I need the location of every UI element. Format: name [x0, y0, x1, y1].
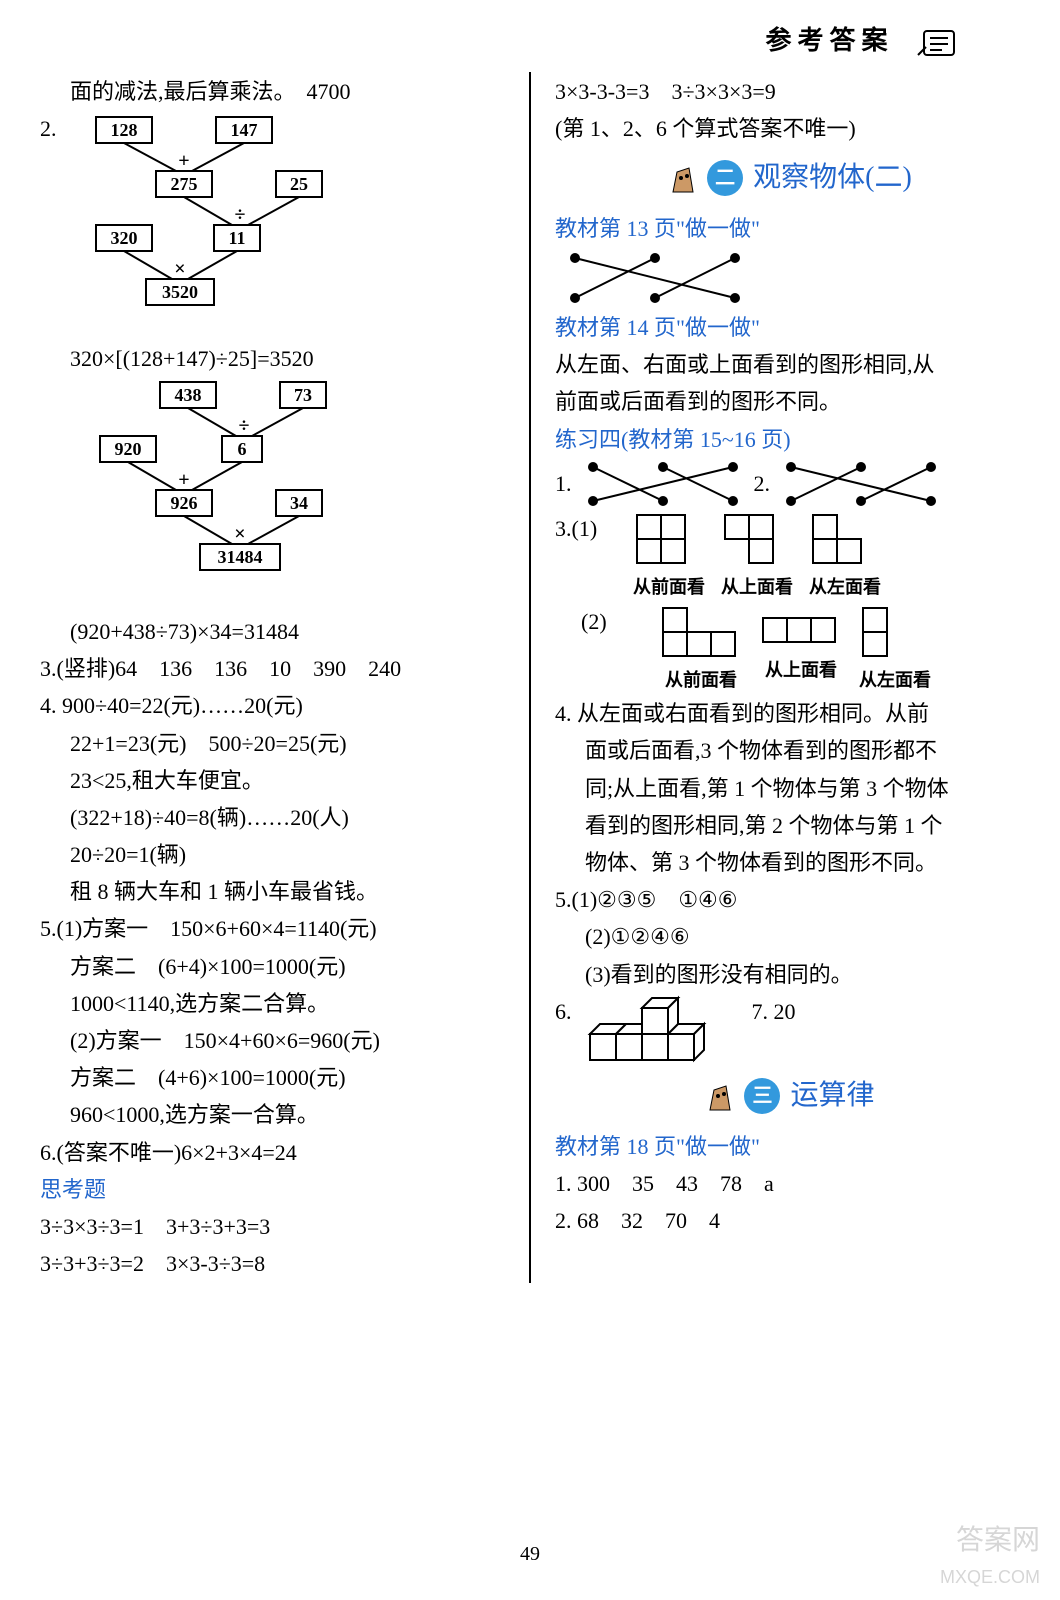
column-divider — [529, 72, 531, 1284]
shape-front-1: 从前面看 — [633, 511, 705, 602]
equation: 320×[(128+147)÷25]=3520 — [40, 341, 505, 376]
text-line: 3×3-3-3=3 3÷3×3×3=9 — [555, 74, 1020, 109]
section-number-badge: 二 — [707, 160, 743, 196]
q4-line: 22+1=23(元) 500÷20=25(元) — [40, 726, 505, 761]
svg-text:438: 438 — [175, 385, 202, 405]
q5-line: 方案二 (6+4)×100=1000(元) — [40, 949, 505, 984]
text-line: 1. 300 35 43 78 a — [555, 1166, 1020, 1201]
watermark: 答案网 MXQE.COM — [940, 1518, 1040, 1592]
text-line: (第 1、2、6 个算式答案不唯一) — [555, 111, 1020, 146]
q5-line: 960<1000,选方案一合算。 — [40, 1097, 505, 1132]
svg-text:147: 147 — [231, 120, 258, 140]
svg-text:73: 73 — [294, 385, 312, 405]
q4-line: 看到的图形相同,第 2 个物体与第 1 个 — [555, 808, 1020, 843]
mascot-icon — [663, 158, 703, 198]
section-name: 运算律 — [790, 1074, 874, 1119]
q1-label: 1. — [555, 466, 572, 501]
svg-text:128: 128 — [111, 120, 138, 140]
q5-line: (2)方案一 150×4+60×6=960(元) — [40, 1023, 505, 1058]
svg-text:920: 920 — [115, 439, 142, 459]
q5-line: (3)看到的图形没有相同的。 — [555, 957, 1020, 992]
shape-front-2: 从前面看 — [659, 604, 743, 695]
section-name: 观察物体(二) — [753, 156, 912, 201]
page-ref: 教材第 18 页"做一做" — [555, 1129, 1020, 1164]
svg-text:×: × — [234, 523, 245, 545]
q4-line: 4. 900÷40=22(元)……20(元) — [40, 688, 505, 723]
svg-text:+: + — [178, 469, 189, 491]
q7: 7. 20 — [752, 994, 796, 1029]
svg-text:÷: ÷ — [235, 204, 246, 226]
q4-line: 面或后面看,3 个物体看到的图形都不 — [555, 733, 1020, 768]
text-line: 2. 68 32 70 4 — [555, 1203, 1020, 1238]
svg-text:34: 34 — [290, 493, 308, 513]
shape-top-2: 从上面看 — [759, 604, 843, 685]
q3-label: 3.(1) — [555, 511, 625, 546]
page-ref: 教材第 14 页"做一做" — [555, 310, 1020, 345]
svg-text:25: 25 — [290, 174, 308, 194]
svg-text:31484: 31484 — [218, 547, 263, 567]
shape-left-1: 从左面看 — [809, 511, 881, 602]
q4-line: 23<25,租大车便宜。 — [40, 763, 505, 798]
q5-line: 1000<1140,选方案二合算。 — [40, 986, 505, 1021]
q2-label: 2. — [754, 466, 771, 501]
left-column: 面的减法,最后算乘法。 4700 2. 128 147 + 275 25 — [40, 72, 505, 1284]
section-3-title: 三 运算律 — [555, 1074, 1020, 1119]
q6-label: 6. — [555, 994, 572, 1029]
exercise-ref: 练习四(教材第 15~16 页) — [555, 422, 1020, 457]
think-line: 3÷3+3÷3=2 3×3-3÷3=8 — [40, 1246, 505, 1281]
q3-2-label: (2) — [555, 604, 651, 639]
matching-diagram-r2 — [776, 459, 946, 509]
q4-line: 租 8 辆大车和 1 辆小车最省钱。 — [40, 874, 505, 909]
section-2-title: 二 观察物体(二) — [555, 156, 1020, 201]
svg-text:÷: ÷ — [239, 415, 250, 437]
tree-diagram-2: 438 73 ÷ 920 6 + 926 34 × — [70, 380, 505, 610]
shape-left-2: 从左面看 — [859, 604, 931, 695]
q3: 3.(竖排)64 136 136 10 390 240 — [40, 651, 505, 686]
svg-text:320: 320 — [111, 228, 138, 248]
shape-top-1: 从上面看 — [721, 511, 793, 602]
page-number: 49 — [520, 1538, 540, 1570]
page-title: 参考答案 — [765, 26, 893, 55]
matching-diagram-1 — [555, 248, 1020, 308]
q5-line: 5.(1)②③⑤ ①④⑥ — [555, 882, 1020, 917]
page-ref: 教材第 13 页"做一做" — [555, 211, 1020, 246]
svg-text:275: 275 — [171, 174, 198, 194]
q5-line: (2)①②④⑥ — [555, 919, 1020, 954]
thinking-heading: 思考题 — [40, 1172, 505, 1207]
notes-icon — [916, 25, 960, 61]
right-column: 3×3-3-3=3 3÷3×3×3=9 (第 1、2、6 个算式答案不唯一) 二… — [555, 72, 1020, 1284]
q4-line: 20÷20=1(辆) — [40, 837, 505, 872]
equation: (920+438÷73)×34=31484 — [40, 614, 505, 649]
text-line: 前面或后面看到的图形不同。 — [555, 384, 1020, 419]
q4-line: 4. 从左面或右面看到的图形相同。从前 — [555, 696, 1020, 731]
q4-line: 同;从上面看,第 1 个物体与第 3 个物体 — [555, 771, 1020, 806]
svg-text:×: × — [174, 258, 185, 280]
text-line: 面的减法,最后算乘法。 4700 — [40, 74, 505, 109]
q5-line: 5.(1)方案一 150×6+60×4=1140(元) — [40, 911, 505, 946]
svg-text:6: 6 — [238, 439, 247, 459]
svg-text:+: + — [178, 150, 189, 172]
q4-line: (322+18)÷40=8(辆)……20(人) — [40, 800, 505, 835]
matching-diagram-r1 — [578, 459, 748, 509]
cube-figure — [582, 994, 722, 1064]
mascot-icon — [700, 1076, 740, 1116]
q6: 6.(答案不唯一)6×2+3×4=24 — [40, 1135, 505, 1170]
svg-text:3520: 3520 — [162, 282, 198, 302]
think-line: 3÷3×3÷3=1 3+3÷3+3=3 — [40, 1209, 505, 1244]
q5-line: 方案二 (4+6)×100=1000(元) — [40, 1060, 505, 1095]
svg-text:926: 926 — [171, 493, 198, 513]
q4-line: 物体、第 3 个物体看到的图形不同。 — [555, 845, 1020, 880]
section-number-badge: 三 — [744, 1078, 780, 1114]
svg-text:11: 11 — [228, 228, 245, 248]
text-line: 从左面、右面或上面看到的图形相同,从 — [555, 347, 1020, 382]
tree-diagram-1: 128 147 + 275 25 ÷ 320 11 — [66, 115, 386, 335]
q2-label: 2. — [40, 111, 66, 339]
